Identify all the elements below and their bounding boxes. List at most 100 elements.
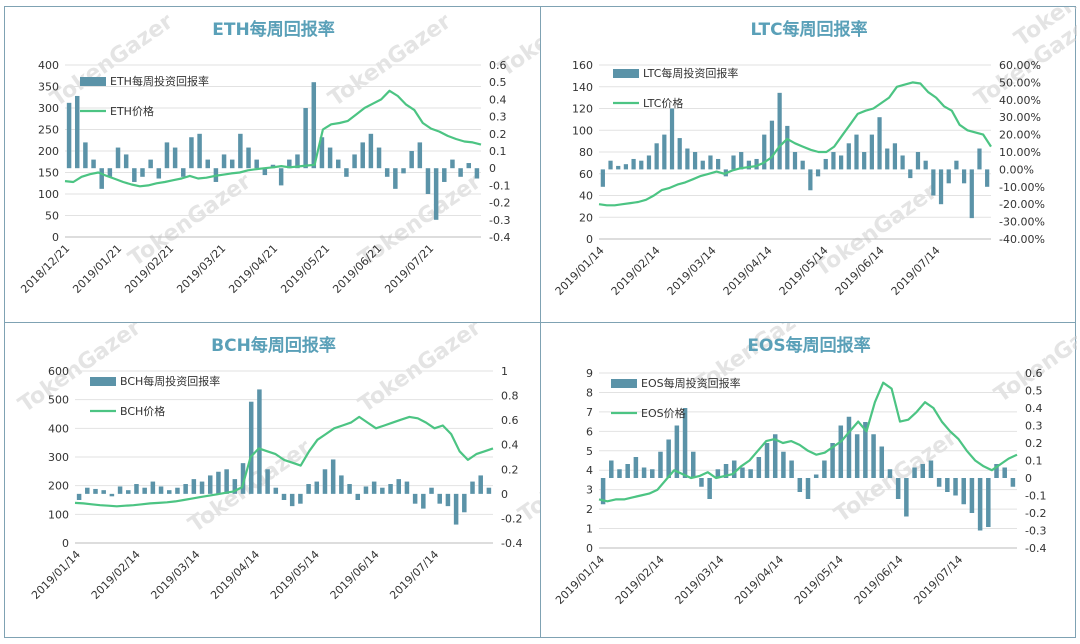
legend-label-bar: LTC每周投资回报率: [643, 66, 738, 80]
chart-title: ETH每周回报率: [212, 19, 334, 40]
return-bar: [393, 168, 398, 189]
x-tick-label: 2019/01/14: [553, 553, 607, 607]
legend-swatch-bar: [80, 77, 106, 86]
return-bar: [470, 481, 475, 494]
return-bar: [846, 416, 852, 478]
y-left-tick-label: 0: [62, 537, 69, 550]
return-bar: [330, 459, 336, 494]
chart-eth: TokenGazer TokenGazer TokenGazerTokenGazer…: [18, 7, 542, 296]
price-line: [598, 381, 1018, 503]
return-bar: [920, 464, 925, 478]
legend-label-line: EOS价格: [641, 406, 686, 420]
return-bar: [772, 434, 778, 478]
x-tick-label: 2019/07/14: [889, 244, 943, 298]
return-bar: [762, 134, 767, 170]
return-bar: [322, 469, 328, 494]
return-bar: [1010, 478, 1016, 487]
return-bar: [609, 460, 614, 478]
chart-ltc: TokenGazerTokenGazerTokenGazerLTC每周回报率02…: [553, 7, 1077, 298]
return-bar: [623, 164, 629, 170]
y-left-tick-label: 80: [579, 146, 593, 159]
return-bar: [953, 478, 958, 496]
return-bar: [344, 168, 349, 177]
return-bar: [172, 147, 178, 169]
return-bar: [412, 493, 418, 504]
y-right-tick-label: 30.00%: [999, 111, 1041, 124]
return-bar: [912, 467, 917, 478]
return-bar: [278, 168, 284, 186]
return-bar: [954, 160, 959, 170]
return-bar: [691, 451, 696, 478]
return-bar: [639, 160, 644, 170]
return-bar: [756, 457, 762, 478]
return-bar: [977, 148, 982, 170]
return-bar: [892, 143, 898, 170]
return-bar: [229, 159, 235, 169]
y-right-tick-label: 0.1: [1025, 455, 1043, 468]
y-right-tick-label: 50.00%: [999, 76, 1041, 89]
return-bar: [363, 486, 369, 494]
x-tick-label: 2019/03/14: [672, 553, 726, 607]
return-bar: [404, 481, 410, 494]
y-left-tick-label: 0: [586, 542, 593, 555]
y-left-tick-label: 3: [586, 484, 593, 497]
y-left-tick-label: 350: [38, 81, 59, 94]
return-bar: [805, 478, 811, 499]
return-bar: [458, 168, 463, 177]
return-bar: [83, 142, 88, 169]
return-bar: [445, 493, 451, 507]
return-bar: [600, 169, 605, 187]
watermark-text: TokenGazer: [354, 323, 486, 418]
return-bar: [699, 478, 704, 487]
y-right-tick-label: -0.1: [1025, 490, 1046, 503]
y-right-tick-label: 0.6: [489, 59, 507, 72]
return-bar: [287, 159, 292, 169]
x-tick-label: 2019/01/21: [70, 242, 124, 296]
return-bar: [107, 168, 113, 177]
return-bar: [707, 478, 712, 499]
y-right-tick-label: 0.8: [501, 390, 519, 403]
return-bar: [289, 493, 295, 507]
y-right-tick-label: -0.4: [489, 231, 510, 244]
return-bar: [813, 474, 819, 478]
return-bar: [425, 168, 431, 194]
x-tick-label: 2019/03/21: [174, 242, 228, 296]
y-right-tick-label: 0.5: [489, 76, 507, 89]
y-left-tick-label: 100: [48, 508, 69, 521]
y-left-tick-label: 300: [38, 102, 59, 115]
return-bar: [314, 481, 320, 494]
return-bar: [474, 168, 480, 179]
y-left-tick-label: 100: [572, 124, 593, 137]
return-bar: [887, 469, 893, 478]
y-left-tick-label: 150: [38, 167, 59, 180]
return-bar: [311, 82, 317, 169]
return-bar: [904, 478, 909, 517]
y-right-tick-label: -0.1: [489, 179, 510, 192]
chart-title: EOS每周回报率: [747, 335, 870, 356]
return-bar: [319, 137, 325, 169]
return-bar: [708, 155, 713, 170]
return-bar: [142, 487, 147, 494]
y-right-tick-label: -40.00%: [999, 233, 1045, 246]
return-bar: [674, 425, 680, 478]
chart-title: LTC每周回报率: [750, 19, 867, 40]
y-right-tick-label: -0.4: [1025, 542, 1046, 555]
return-bar: [731, 460, 737, 478]
return-bar: [396, 479, 401, 494]
y-left-tick-label: 140: [572, 81, 593, 94]
chart-panel-ltc: TokenGazerTokenGazerTokenGazerLTC每周回报率02…: [540, 6, 1077, 323]
return-bar: [617, 469, 622, 478]
return-bar: [895, 478, 901, 499]
return-bar: [692, 152, 698, 170]
y-left-tick-label: 400: [48, 422, 69, 435]
y-right-tick-label: -0.2: [489, 197, 510, 210]
return-bar: [205, 159, 210, 169]
return-bar: [938, 169, 944, 205]
x-tick-label: 2019/01/14: [553, 244, 607, 298]
return-bar: [815, 169, 821, 177]
return-bar: [295, 154, 300, 169]
return-bar: [1002, 467, 1007, 478]
return-bar: [977, 478, 983, 531]
x-tick-label: 2019/05/21: [278, 242, 332, 296]
return-bar: [946, 169, 951, 184]
